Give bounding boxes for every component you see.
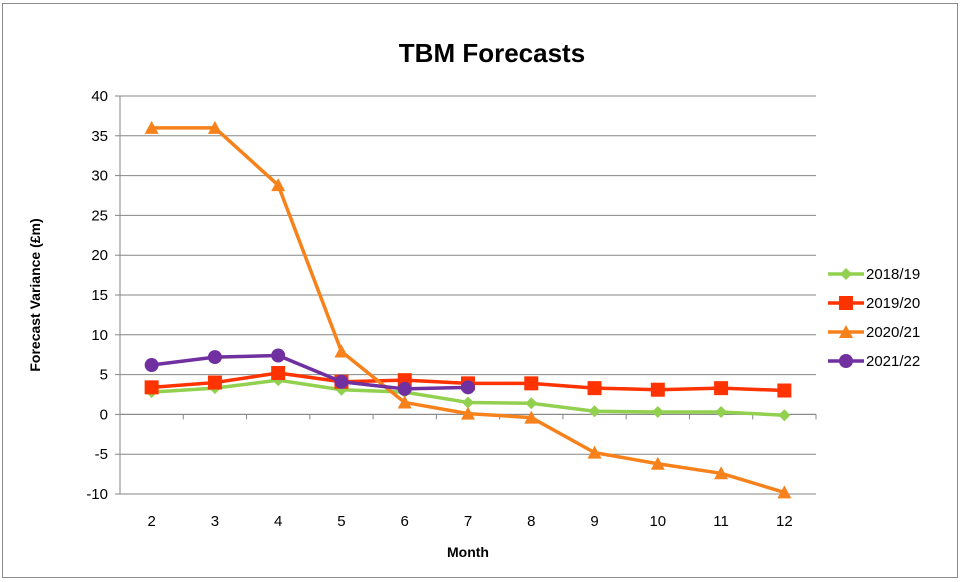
data-point [397, 381, 412, 396]
y-tick-label: -5 [95, 446, 108, 463]
data-point [207, 350, 222, 365]
legend-marker [840, 268, 852, 280]
legend-marker [839, 325, 853, 338]
data-point [650, 382, 665, 397]
data-point [462, 396, 474, 409]
x-axis: 2 3 4 5 6 7 8 9 10 11 12 [119, 413, 817, 530]
legend-label: 2019/20 [866, 295, 920, 312]
y-tick-label: 5 [100, 367, 108, 384]
y-tick-label: 35 [91, 128, 108, 145]
legend-marker [839, 354, 853, 368]
y-tick-label: 40 [91, 88, 108, 105]
legend-entry: 2021/22 [828, 353, 920, 370]
data-point [587, 445, 602, 459]
data-point [144, 358, 159, 373]
data-point [715, 406, 728, 419]
data-point [461, 380, 475, 395]
y-tick-label: 15 [91, 287, 108, 304]
y-tick-label: 25 [91, 207, 108, 224]
series-2020-21 [144, 120, 792, 499]
data-point [207, 120, 222, 134]
y-tick-labels: -10 -5 0 5 10 15 20 25 30 35 40 [86, 88, 108, 503]
data-point [588, 405, 601, 418]
data-point [271, 178, 286, 192]
y-tick-label: 0 [100, 406, 108, 423]
data-point [778, 409, 791, 422]
y-tick-label: -10 [86, 486, 108, 503]
data-point [271, 366, 286, 381]
data-point [525, 397, 538, 410]
x-tick-label: 11 [713, 513, 729, 530]
data-point [524, 410, 539, 424]
y-axis-label: Forecast Variance (£m) [27, 218, 43, 371]
x-tick-label: 9 [590, 513, 598, 530]
data-point [650, 456, 665, 470]
series-2021-22 [144, 348, 475, 396]
x-tick-label: 4 [274, 513, 282, 530]
y-tick-label: 20 [91, 247, 108, 264]
x-tick-label: 10 [649, 513, 666, 530]
legend-entry: 2019/20 [828, 295, 920, 312]
data-point [587, 381, 602, 396]
data-point [144, 120, 159, 134]
legend-label: 2018/19 [866, 266, 920, 283]
legend-label: 2020/21 [866, 324, 920, 341]
data-point [144, 380, 159, 395]
legend: 2018/19 2019/20 2020/21 2021/22 [828, 266, 920, 370]
x-tick-label: 12 [776, 513, 793, 530]
data-point [461, 406, 475, 420]
x-axis-label: Month [447, 544, 489, 560]
legend-entry: 2018/19 [828, 266, 920, 283]
x-tick-label: 7 [464, 513, 472, 530]
data-point [397, 395, 412, 409]
data-point [524, 376, 539, 391]
data-point [777, 383, 792, 398]
data-point [714, 466, 729, 480]
data-point [777, 485, 792, 499]
x-tick-label: 8 [527, 513, 535, 530]
data-point [334, 374, 349, 389]
x-tick-label: 3 [211, 513, 219, 530]
data-point [334, 344, 349, 358]
legend-entry: 2020/21 [828, 324, 920, 341]
x-tick-label: 6 [401, 513, 409, 530]
series-line [151, 353, 469, 391]
data-point [651, 406, 664, 419]
x-tick-label: 5 [337, 513, 345, 530]
series-layer [144, 120, 792, 499]
legend-label: 2021/22 [866, 353, 920, 370]
y-tick-label: 30 [91, 168, 108, 185]
series-line [151, 126, 785, 495]
legend-marker [839, 296, 853, 310]
chart-title: TBM Forecasts [399, 38, 585, 68]
gridlines [115, 95, 816, 495]
data-point [714, 381, 729, 396]
data-point [207, 375, 222, 390]
x-tick-label: 2 [147, 513, 155, 530]
chart-frame [2, 3, 958, 578]
y-tick-label: 10 [91, 327, 108, 344]
data-point [271, 348, 286, 363]
